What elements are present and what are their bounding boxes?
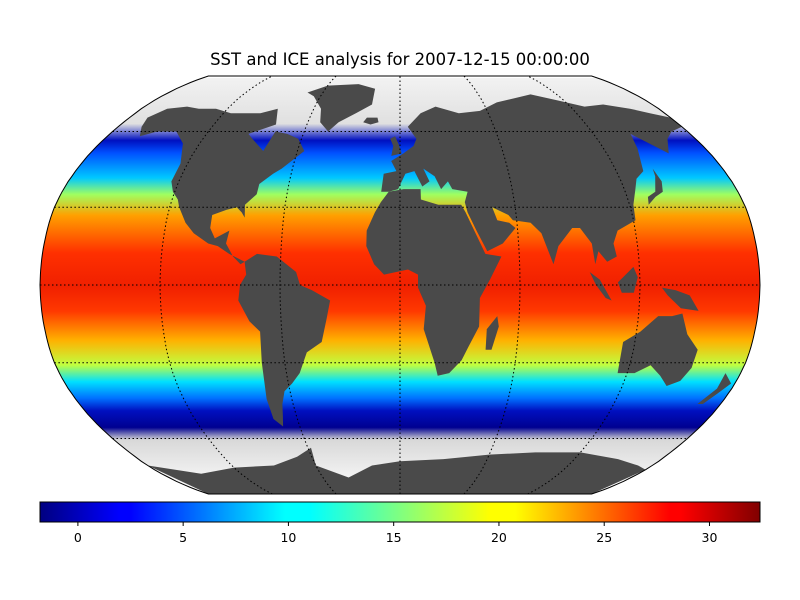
- land-sumatra: [589, 272, 612, 301]
- land-new-zealand: [697, 373, 732, 404]
- colorbar-tick-label: 30: [702, 530, 718, 545]
- land-europe-asia: [381, 94, 682, 283]
- colorbar-tick-label: 10: [280, 530, 296, 545]
- colorbar-gradient: [39, 501, 761, 523]
- land-masses: [139, 84, 732, 494]
- land-iceland: [363, 117, 379, 125]
- map-boundary: [39, 75, 761, 495]
- map-title: SST and ICE analysis for 2007-12-15 00:0…: [210, 50, 590, 69]
- colorbar-tick-label: 5: [179, 530, 187, 545]
- colorbar-tick-label: 20: [491, 530, 507, 545]
- meridian-line: [463, 75, 521, 495]
- graticule: [40, 75, 760, 495]
- colorbar-tick-label: 15: [386, 530, 402, 545]
- colorbar-tick-label: 25: [596, 530, 612, 545]
- land-japan: [647, 168, 663, 205]
- colorbar-ticks: 0 5 10 15 20 25 30: [74, 522, 718, 545]
- land-madagascar: [485, 316, 499, 350]
- meridian-line: [279, 75, 337, 495]
- land-greenland: [307, 84, 376, 132]
- land-south-america: [238, 253, 331, 427]
- land-antarctica: [147, 447, 646, 494]
- land-borneo: [617, 266, 638, 293]
- world-map: [39, 75, 761, 495]
- land-uk: [390, 136, 402, 156]
- land-africa: [366, 189, 502, 376]
- land-australia: [617, 313, 698, 386]
- colorbar-tick-label: 0: [74, 530, 82, 545]
- land-north-america: [139, 106, 305, 265]
- land-indonesia-new-guinea: [661, 287, 699, 311]
